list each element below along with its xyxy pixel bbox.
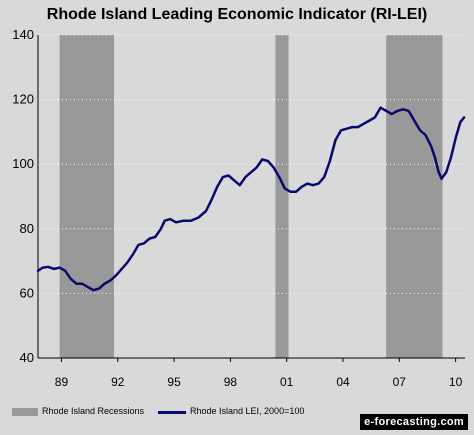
axes: 40 60 80 100 120 140 89 92 95 98 01 04 07 10 xyxy=(12,27,465,389)
x-tick-label: 01 xyxy=(280,375,294,389)
x-tick-label: 07 xyxy=(393,375,407,389)
y-tick-label: 140 xyxy=(12,27,34,42)
y-tick-label: 120 xyxy=(12,92,34,107)
x-tick-label: 89 xyxy=(55,375,69,389)
legend-swatch-recessions xyxy=(12,408,38,416)
x-tick-label: 95 xyxy=(167,375,181,389)
recession-band xyxy=(386,35,443,358)
y-tick-label: 80 xyxy=(20,221,34,236)
legend-swatch-lei xyxy=(158,411,186,414)
x-tick-label: 10 xyxy=(449,375,463,389)
recession-band xyxy=(59,35,115,358)
series-line xyxy=(36,106,466,292)
legend-label-lei: Rhode Island LEI, 2000=100 xyxy=(190,406,305,416)
legend-label-recessions: Rhode Island Recessions xyxy=(42,406,145,416)
x-tick-label: 98 xyxy=(224,375,238,389)
recession-band xyxy=(275,35,289,358)
x-tick-label: 04 xyxy=(336,375,350,389)
legend: Rhode Island Recessions Rhode Island LEI… xyxy=(8,404,474,422)
chart-title: Rhode Island Leading Economic Indicator … xyxy=(46,6,428,23)
y-tick-label: 40 xyxy=(20,350,34,365)
y-tick-label: 100 xyxy=(12,156,34,171)
source-badge: e-forecasting.com xyxy=(360,414,468,430)
y-tick-label: 60 xyxy=(20,285,34,300)
x-tick-label: 92 xyxy=(111,375,125,389)
series-lines xyxy=(36,106,466,292)
recession-bands xyxy=(38,35,465,358)
